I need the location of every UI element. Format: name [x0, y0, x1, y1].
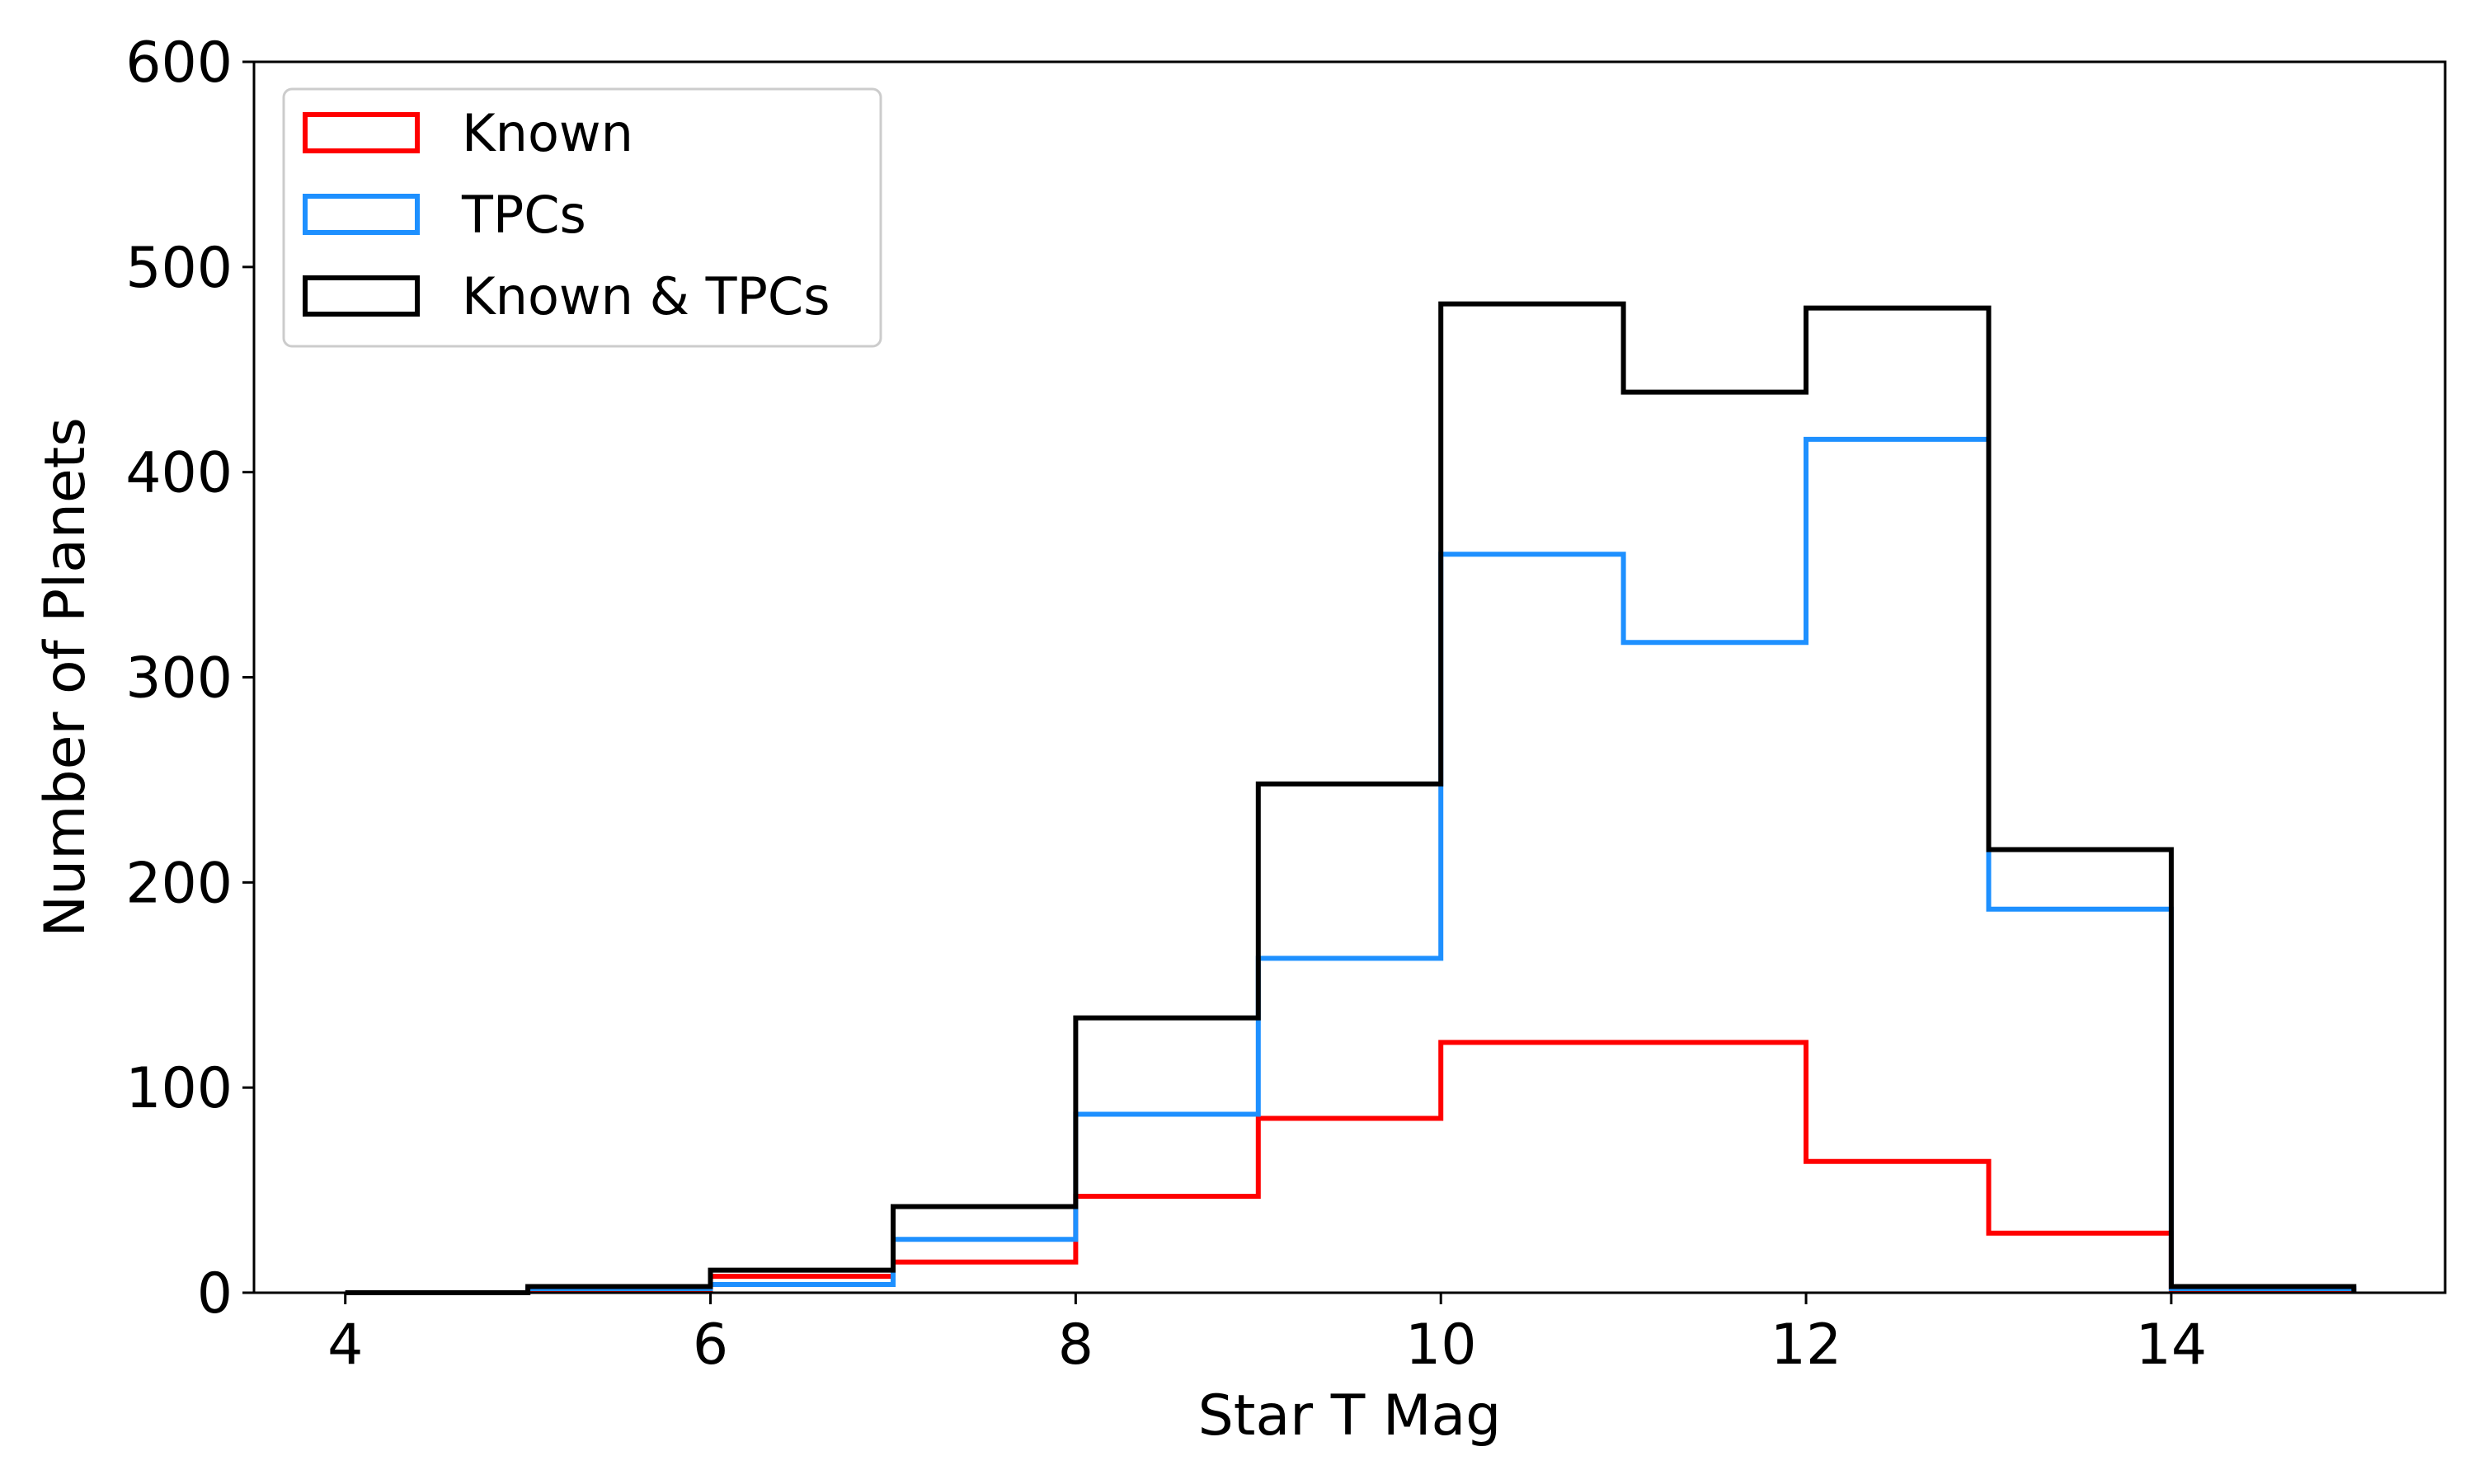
legend-swatch [303, 194, 420, 235]
y-tick-label: 500 [125, 236, 233, 301]
x-tick-label: 10 [1405, 1313, 1477, 1378]
legend-swatch [303, 275, 420, 317]
x-tick-label: 4 [327, 1313, 363, 1378]
legend: Known TPCs Known & TPCs [282, 87, 882, 348]
x-tick-label: 14 [2136, 1313, 2208, 1378]
y-tick-label: 0 [197, 1261, 233, 1327]
x-tick-label: 6 [693, 1313, 728, 1378]
legend-label: Known [462, 103, 633, 163]
y-tick-label: 300 [125, 646, 233, 711]
series-outline-tpcs [345, 436, 2357, 1295]
series-outline-known-tpcs [345, 301, 2357, 1295]
legend-label: Known & TPCs [462, 266, 830, 326]
x-tick-label: 12 [1771, 1313, 1842, 1378]
y-tick-label: 100 [125, 1056, 233, 1121]
legend-items: Known TPCs Known & TPCs [303, 103, 830, 326]
legend-swatch [303, 112, 420, 153]
x-axis-ticks: 4 6 8 10 12 14 [327, 1293, 2207, 1378]
legend-label: TPCs [461, 185, 586, 245]
x-axis-label: Star T Mag [1198, 1383, 1502, 1449]
y-axis-ticks: 0 100 200 300 400 500 600 [125, 31, 254, 1327]
legend-box [282, 87, 882, 348]
y-tick-label: 200 [125, 851, 233, 916]
y-axis-label: Number of Planets [33, 417, 98, 937]
series-layer [345, 301, 2357, 1295]
y-tick-label: 600 [125, 31, 233, 96]
series-outline-known [345, 1040, 2357, 1295]
y-tick-label: 400 [125, 441, 233, 506]
x-tick-label: 8 [1058, 1313, 1094, 1378]
